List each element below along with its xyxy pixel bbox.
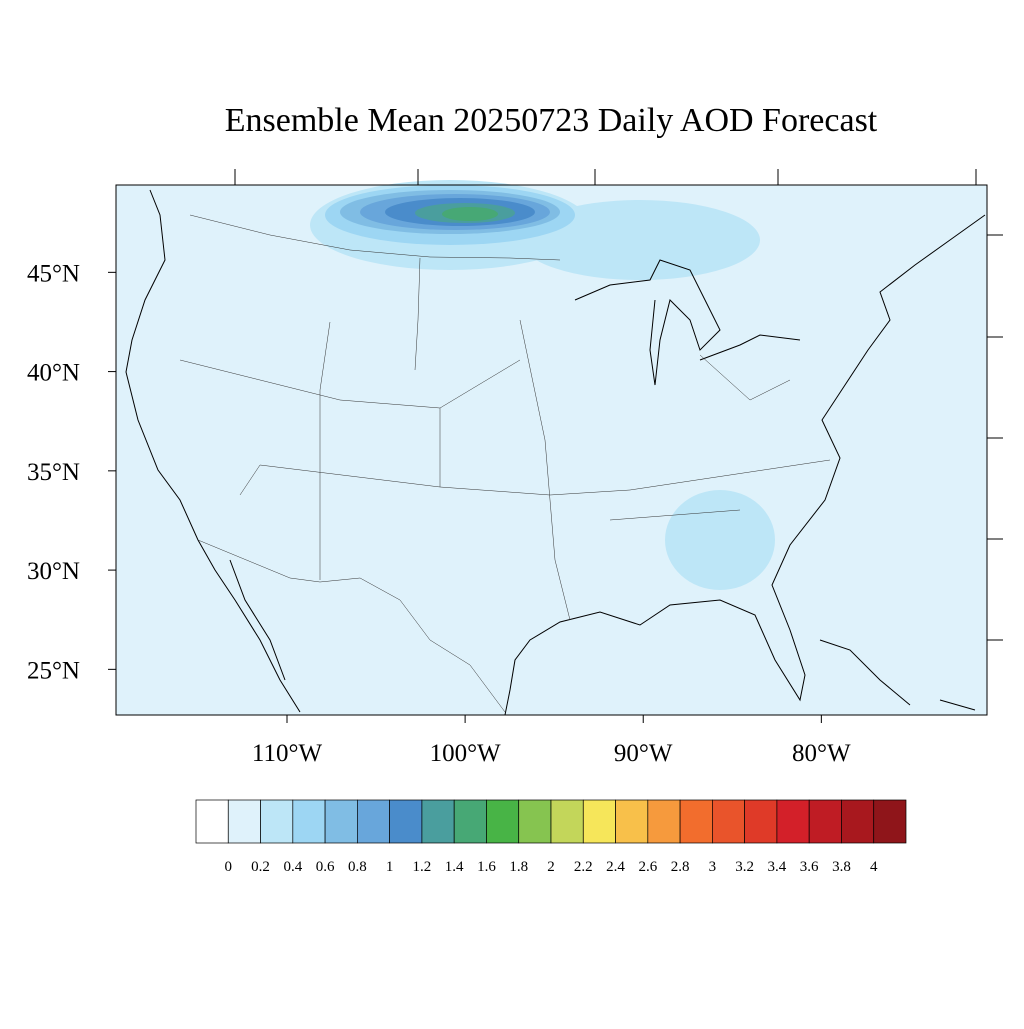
- lat-tick-label: 30°N: [27, 558, 80, 585]
- lat-tick-label: 25°N: [27, 657, 80, 684]
- colorbar-box: [873, 799, 907, 844]
- colorbar-box: [421, 799, 455, 844]
- borders: [179, 214, 831, 713]
- colorbar-label: 2.6: [638, 859, 657, 875]
- colorbar-box: [195, 799, 229, 844]
- great-lakes: [574, 259, 801, 386]
- colorbar-box: [841, 799, 875, 844]
- colorbar-box: [292, 799, 326, 844]
- colorbar-label: 0: [225, 859, 233, 875]
- lat-tick-label: 35°N: [27, 459, 80, 486]
- colorbar-label: 2: [547, 859, 555, 875]
- colorbar-label: 0.4: [283, 859, 302, 875]
- colorbar-box: [615, 799, 649, 844]
- colorbar-box: [808, 799, 842, 844]
- colorbar-label: 2.4: [606, 859, 625, 875]
- lon-tick-label: 80°W: [792, 740, 851, 767]
- colorbar-label: 1: [386, 859, 394, 875]
- aod-region: [442, 207, 498, 221]
- colorbar-label: 1.8: [509, 859, 528, 875]
- colorbar-box: [324, 799, 358, 844]
- colorbar-label: 3.6: [800, 859, 819, 875]
- frame-ticks: [234, 169, 1003, 641]
- west-coast: [125, 189, 301, 713]
- map-title: Ensemble Mean 20250723 Daily AOD Forecas…: [225, 102, 878, 139]
- colorbar-label: 2.2: [574, 859, 593, 875]
- colorbar-label: 1.6: [477, 859, 496, 875]
- colorbar-label: 3.8: [832, 859, 851, 875]
- colorbar-box: [712, 799, 745, 844]
- colorbar-box: [389, 799, 423, 844]
- colorbar-box: [227, 799, 261, 844]
- mexico-coast: [229, 214, 986, 716]
- colorbar-label: 3: [709, 859, 717, 875]
- mexico-border: [197, 539, 506, 713]
- canada-border: [189, 214, 561, 261]
- state-lines: [179, 257, 831, 621]
- lat-tick-label: 45°N: [27, 260, 80, 287]
- colorbar-box: [518, 799, 552, 844]
- lon-tick-label: 110°W: [252, 740, 323, 767]
- aod-region: [520, 200, 760, 280]
- colorbar-box: [647, 799, 681, 844]
- colorbar-box: [582, 799, 616, 844]
- colorbar-box: [357, 799, 390, 844]
- colorbar-box: [776, 799, 810, 844]
- aod-plume: [310, 180, 775, 590]
- colorbar-label: 0.2: [251, 859, 270, 875]
- colorbar-label: 0.6: [316, 859, 335, 875]
- colorbar-label: 3.2: [735, 859, 754, 875]
- caribbean-coast: [819, 639, 976, 711]
- colorbar-label: 0.8: [348, 859, 367, 875]
- colorbar-box: [453, 799, 487, 844]
- colorbar-box: [486, 799, 520, 844]
- colorbar-label: 1.4: [445, 859, 464, 875]
- colorbar-label: 4: [870, 859, 878, 875]
- lon-tick-label: 90°W: [614, 740, 673, 767]
- colorbar-box: [744, 799, 778, 844]
- colorbar-label: 2.8: [671, 859, 690, 875]
- map-frame: [115, 184, 988, 716]
- colorbar-label: 3.4: [768, 859, 787, 875]
- colorbar-box: [550, 799, 584, 844]
- aod-region: [665, 490, 775, 590]
- colorbar-label: 1.2: [413, 859, 432, 875]
- colorbar-box: [260, 799, 294, 844]
- colorbar-box: [679, 799, 713, 844]
- coastlines: [125, 189, 986, 716]
- lat-tick-label: 40°N: [27, 360, 80, 387]
- lon-tick-label: 100°W: [430, 740, 501, 767]
